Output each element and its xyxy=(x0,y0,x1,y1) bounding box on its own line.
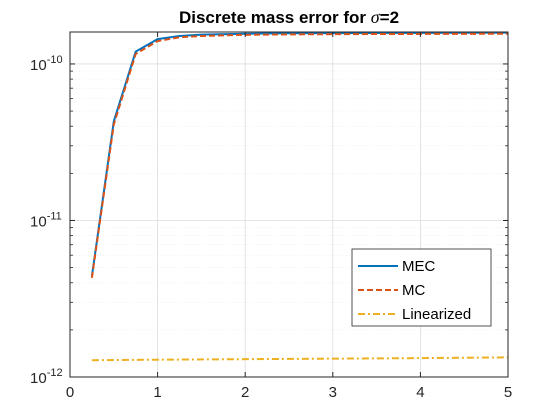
y-tick-label: 10-11 xyxy=(30,210,62,230)
chart-title-prefix: Discrete mass error for xyxy=(179,8,371,27)
axis-ticks: 0 1 2 3 4 5 10-12 10-11 10-10 xyxy=(30,32,512,401)
legend: MEC MC Linearized xyxy=(351,248,492,327)
x-tick-label: 5 xyxy=(504,384,512,401)
chart-title-suffix: =2 xyxy=(380,8,399,27)
y-tick-label: 10-12 xyxy=(30,367,63,387)
axes-box xyxy=(69,31,509,378)
legend-label-mec: MEC xyxy=(402,258,436,275)
legend-box xyxy=(351,248,492,327)
x-tick-label: 2 xyxy=(241,384,249,401)
x-tick-label: 1 xyxy=(153,384,161,401)
chart-title-sigma: σ xyxy=(371,7,381,27)
y-tick-label: 10-10 xyxy=(30,54,63,74)
legend-label-mc: MC xyxy=(402,282,425,299)
legend-label-linearized: Linearized xyxy=(402,306,471,323)
series-line-linearized xyxy=(91,356,509,362)
x-tick-label: 3 xyxy=(329,384,337,401)
chart-title: Discrete mass error for σ=2 xyxy=(179,7,399,27)
x-tick-label: 0 xyxy=(66,384,74,401)
x-tick-label: 4 xyxy=(416,384,424,401)
